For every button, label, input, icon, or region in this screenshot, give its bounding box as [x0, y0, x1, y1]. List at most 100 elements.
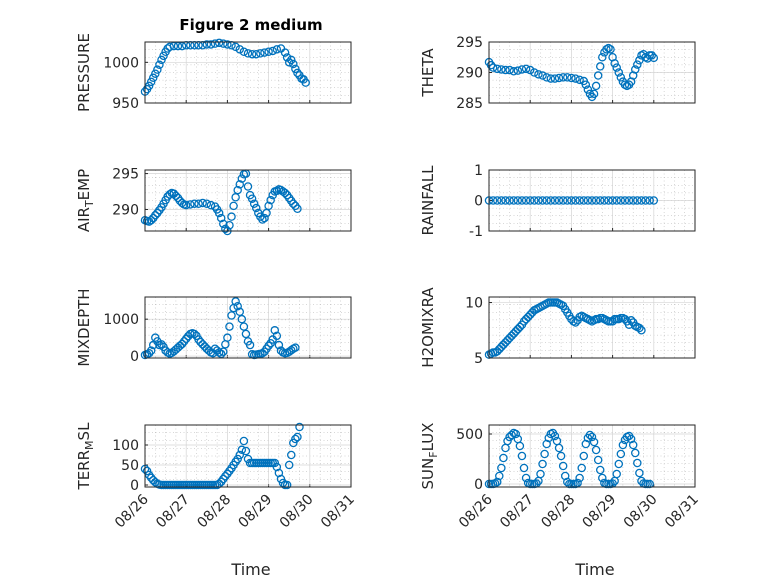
data-point	[142, 466, 152, 476]
data-point	[554, 73, 564, 83]
data-point	[595, 196, 605, 205]
data-point	[497, 65, 506, 74]
data-point	[595, 465, 605, 475]
x-tick-label: 08/27	[497, 492, 537, 532]
data-point	[276, 474, 286, 484]
axes-frame	[144, 424, 352, 488]
x-tick-label: 08/29	[580, 492, 620, 532]
data-point	[583, 196, 593, 205]
data-point	[633, 458, 642, 468]
data-point	[289, 59, 298, 69]
x-axis-label-right: Time	[574, 560, 614, 579]
x-axis-label-left: Time	[230, 560, 270, 579]
data-point	[620, 314, 630, 324]
data-point	[631, 448, 640, 458]
data-point	[595, 62, 605, 71]
data-point	[225, 322, 234, 331]
data-point	[501, 65, 510, 75]
data-point	[606, 45, 615, 54]
axes-frame	[488, 424, 696, 488]
data-point	[546, 196, 556, 205]
data-point	[235, 180, 245, 189]
y-tick-label: 0	[130, 478, 139, 494]
data-point	[289, 438, 298, 448]
data-point	[581, 80, 591, 89]
data-point	[272, 186, 282, 196]
data-point	[591, 196, 601, 205]
axes-frame	[488, 169, 696, 232]
data-point	[534, 196, 543, 205]
data-point	[614, 68, 624, 77]
data-point	[550, 196, 560, 205]
data-point	[219, 219, 228, 229]
y-tick-label: 0	[474, 194, 483, 210]
data-point	[280, 188, 290, 198]
data-point	[284, 58, 294, 67]
subplot-5: 0 1000 MIXDEPTH	[75, 288, 352, 367]
data-point	[219, 39, 228, 48]
data-point	[567, 73, 576, 83]
data-point	[488, 196, 498, 205]
data-point	[589, 89, 599, 99]
y-tick-label: -1	[469, 224, 483, 240]
data-point	[233, 185, 242, 195]
y-tick-label: 10	[465, 296, 483, 312]
data-point	[635, 323, 644, 333]
data-point	[608, 196, 617, 205]
data-point	[507, 430, 516, 440]
data-point	[492, 196, 502, 205]
data-point	[519, 463, 529, 473]
data-point	[554, 443, 564, 453]
data-point	[497, 463, 506, 473]
y-axis-label: PRESSURE	[75, 33, 93, 112]
data-point	[258, 215, 267, 224]
data-point	[287, 55, 296, 65]
data-point	[579, 451, 589, 461]
data-point	[272, 331, 282, 341]
data-point	[202, 40, 212, 49]
x-tick-label: 08/26	[112, 491, 152, 531]
data-point	[293, 432, 302, 442]
data-point	[536, 469, 545, 479]
data-point	[558, 73, 568, 82]
data-point	[223, 333, 232, 342]
axes-frame	[144, 41, 352, 104]
data-point	[251, 203, 261, 213]
data-point	[291, 434, 300, 444]
x-tick-label: 08/27	[153, 492, 193, 532]
data-point	[233, 301, 242, 311]
data-point	[216, 213, 226, 223]
axes-frame	[144, 296, 352, 359]
data-point	[270, 326, 280, 335]
data-point	[591, 81, 601, 91]
data-point	[575, 75, 584, 85]
data-point	[245, 340, 255, 350]
data-point	[301, 78, 310, 87]
data-point	[509, 67, 518, 76]
data-point	[247, 49, 257, 59]
data-point	[157, 55, 166, 65]
data-point	[563, 73, 572, 82]
data-point	[198, 198, 207, 208]
data-point	[517, 196, 527, 205]
data-point	[206, 200, 216, 210]
data-point	[593, 455, 603, 465]
data-point	[146, 215, 156, 225]
data-point	[503, 436, 512, 446]
data-point	[223, 40, 232, 49]
data-point	[214, 348, 224, 357]
data-point	[243, 49, 253, 58]
data-point	[497, 196, 506, 205]
data-point	[235, 450, 245, 460]
subplot-8: 0 500 SUNFLUX 08/26 08/27 08/28 08/29 08/30 08/3…	[419, 423, 702, 532]
data-point	[645, 479, 654, 489]
data-point	[237, 174, 247, 183]
data-point	[181, 334, 191, 344]
data-point	[247, 194, 257, 203]
y-tick-label: 295	[456, 35, 483, 51]
data-point	[270, 458, 280, 468]
data-point	[146, 77, 156, 87]
data-point	[513, 196, 523, 205]
data-point	[231, 297, 240, 306]
data-point	[620, 196, 630, 205]
